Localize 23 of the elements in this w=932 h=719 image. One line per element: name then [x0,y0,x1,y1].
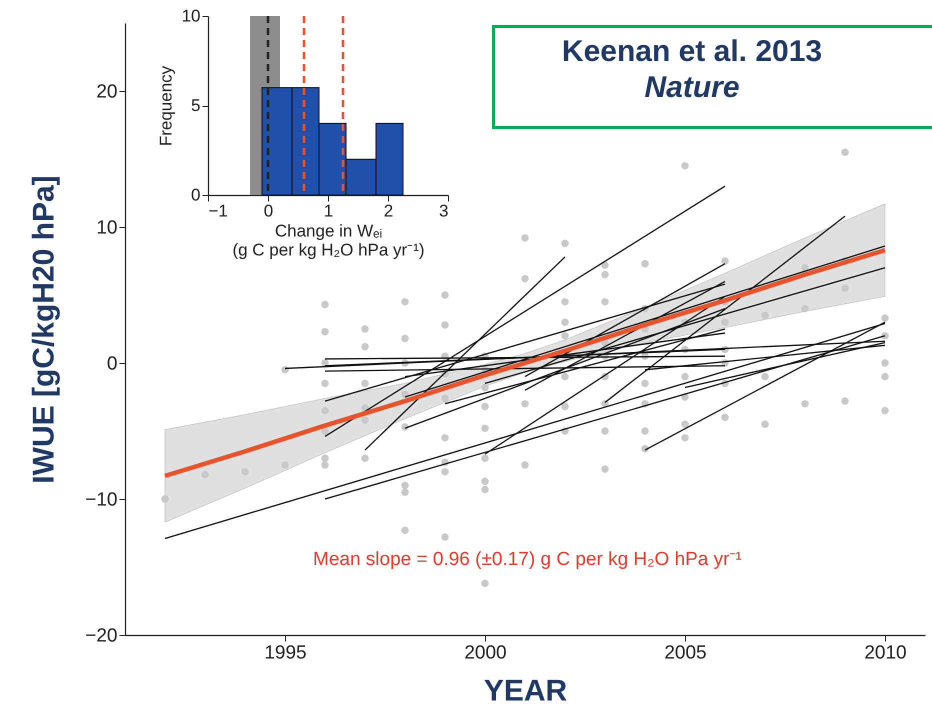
x-tick-label: 1 [324,202,334,220]
x-tick-label: 1995 [264,642,307,664]
x-tick-label: 2010 [864,642,907,664]
annotation: Keenan et al. 2013 Nature [560,34,824,106]
y-tick-label: 20 [96,82,118,102]
x-tick-label: 2005 [664,642,707,664]
y-tick-label: 10 [96,218,118,238]
y-tick-label: 5 [191,96,200,115]
x-axis-title: Change in Wₑᵢ (g C per kg H₂O hPa yr⁻¹) [232,222,425,260]
y-tick-label: −20 [85,626,118,646]
x-tick-label: 2 [384,202,394,220]
annotation: Mean slope = 0.96 (±0.17) g C per kg H₂O hPa yr⁻¹ [313,548,742,571]
y-axis-title: IWUE [gC/kgH20 hPa] [27,175,60,484]
y-axis-title: Frequency [156,65,176,146]
x-tick-label: 2000 [464,642,507,664]
y-tick-label: 0 [106,354,118,374]
y-tick-label: 0 [191,186,200,204]
y-tick-label: −10 [85,490,118,510]
y-tick-label: 10 [182,6,200,26]
x-tick-label: 0 [264,202,274,220]
x-tick-label: −1 [208,202,228,220]
x-axis-title: YEAR [484,674,568,708]
x-tick-label: 3 [439,202,448,220]
